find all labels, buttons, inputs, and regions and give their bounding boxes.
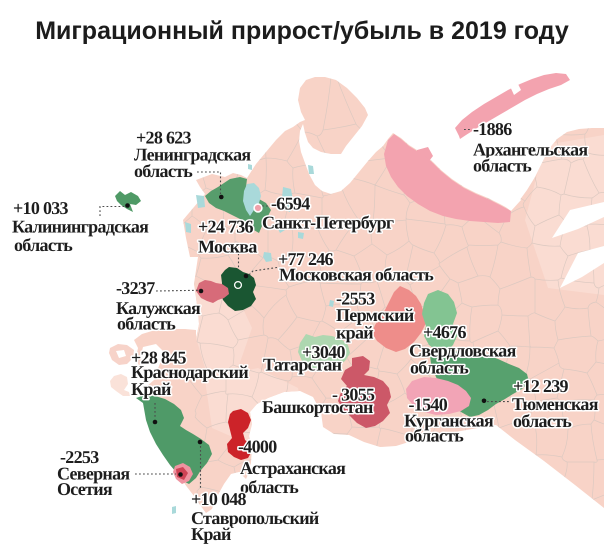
svg-text:-2553: -2553 — [336, 289, 375, 309]
svg-text:-2253: -2253 — [60, 447, 99, 467]
svg-text:Москва: Москва — [198, 236, 257, 256]
svg-text:+24 736: +24 736 — [198, 217, 254, 237]
svg-text:область: область — [410, 357, 469, 377]
svg-text:Пермский: Пермский — [336, 305, 414, 325]
svg-text:+4676: +4676 — [423, 322, 466, 342]
svg-text:область: область — [473, 156, 532, 176]
svg-text:+10 033: +10 033 — [13, 198, 69, 218]
svg-text:Ставропольский: Ставропольский — [191, 508, 319, 528]
svg-text:Край: Край — [131, 379, 171, 399]
svg-text:область: область — [513, 411, 572, 431]
svg-text:область: область — [405, 425, 464, 445]
svg-text:Татарстан: Татарстан — [263, 354, 342, 374]
svg-text:-1886: -1886 — [473, 119, 512, 139]
svg-text:-1540: -1540 — [409, 395, 448, 415]
svg-text:область: область — [117, 314, 176, 334]
svg-text:Башкортостан: Башкортостан — [262, 397, 373, 417]
svg-text:+3040: +3040 — [302, 342, 345, 362]
svg-text:+28 623: +28 623 — [136, 128, 192, 148]
svg-text:Санкт-Петербург: Санкт-Петербург — [262, 213, 394, 233]
svg-text:+12 239: +12 239 — [513, 376, 569, 396]
svg-text:-4000: -4000 — [238, 437, 277, 457]
svg-text:Астраханская: Астраханская — [240, 458, 346, 478]
svg-text:Ленинградская: Ленинградская — [134, 145, 251, 165]
svg-text:Тюменская: Тюменская — [512, 394, 599, 414]
svg-text:+10 048: +10 048 — [191, 489, 247, 509]
svg-text:область: область — [14, 235, 73, 255]
svg-text:область: область — [134, 161, 193, 181]
svg-text:Московская область: Московская область — [279, 265, 434, 285]
svg-text:-6594: -6594 — [271, 194, 310, 214]
svg-text:Калужская: Калужская — [116, 298, 201, 318]
svg-text:Архангельская: Архангельская — [473, 140, 588, 160]
svg-text:Калининградская: Калининградская — [12, 217, 149, 237]
svg-text:Курганская: Курганская — [404, 411, 494, 431]
svg-text:Северная: Северная — [57, 464, 130, 484]
svg-text:-3237: -3237 — [116, 278, 155, 298]
svg-text:Край: Край — [191, 524, 231, 544]
svg-text:- 3055: - 3055 — [332, 385, 375, 405]
svg-text:+77 246: +77 246 — [278, 249, 334, 269]
svg-text:Свердловская: Свердловская — [409, 340, 517, 360]
svg-text:край: край — [336, 323, 373, 343]
svg-text:Краснодарский: Краснодарский — [131, 362, 248, 382]
svg-text:+28 845: +28 845 — [131, 348, 187, 368]
svg-text:область: область — [240, 477, 299, 497]
svg-text:Осетия: Осетия — [57, 479, 113, 499]
